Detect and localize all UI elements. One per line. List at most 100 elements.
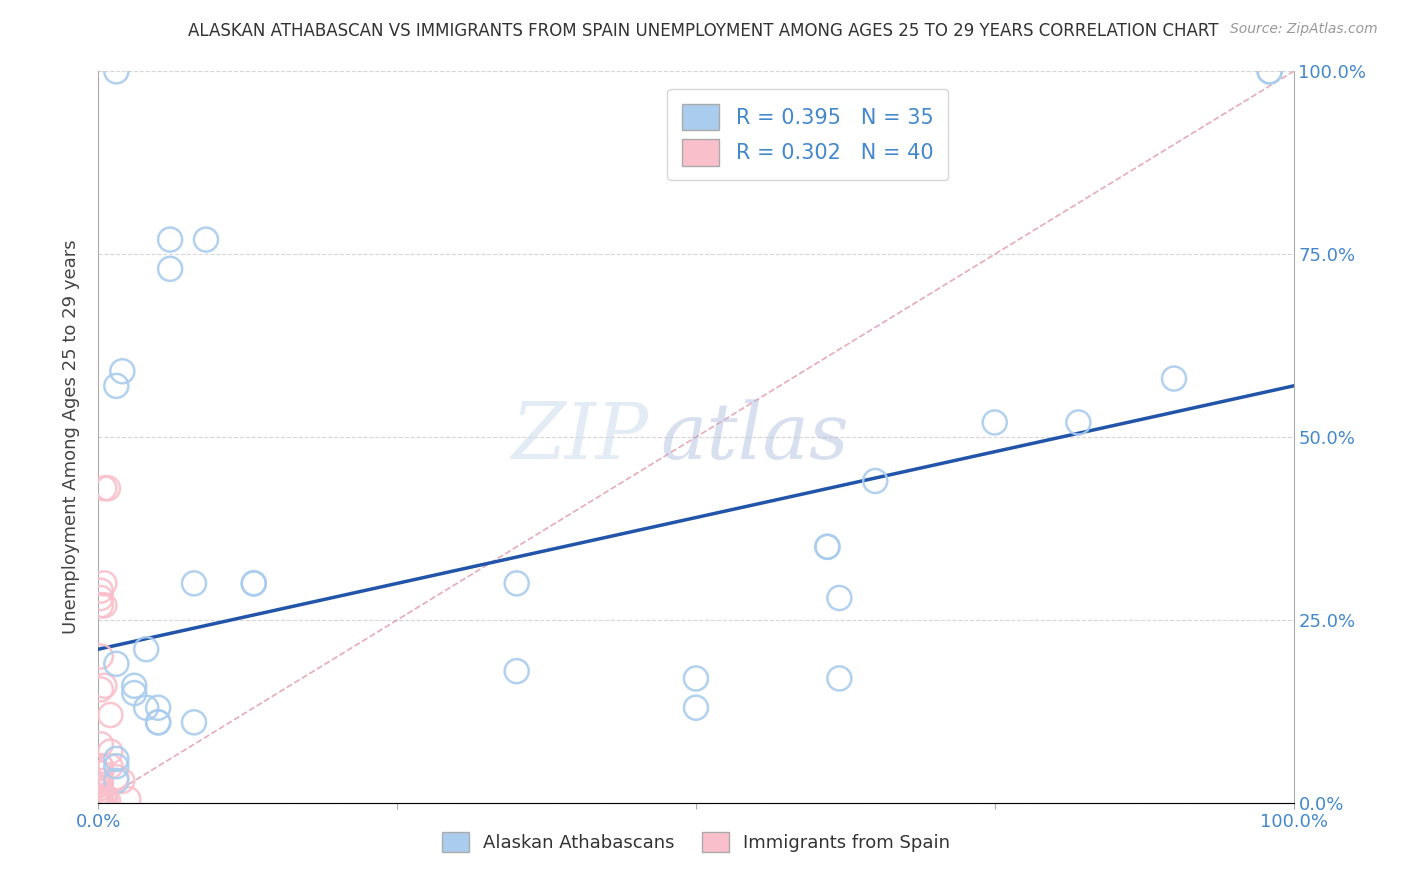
Point (89, 795, 111, 809)
Point (1258, 64, 1281, 78)
Point (506, 664, 529, 678)
Point (90, 778, 112, 792)
Point (87, 794, 110, 808)
Point (90, 795, 112, 809)
Point (93, 599, 115, 613)
Point (91, 790, 114, 805)
Point (90, 793, 112, 807)
Point (87, 795, 110, 809)
Point (865, 474, 887, 488)
Point (91, 795, 114, 809)
Point (100, 795, 122, 809)
Point (90, 789, 112, 804)
Point (90, 583, 112, 598)
Point (148, 700, 170, 714)
Point (87, 791, 110, 805)
Point (90, 682, 112, 697)
Point (105, 379, 128, 393)
Point (105, 657, 128, 671)
Text: atlas: atlas (661, 399, 849, 475)
Point (984, 416, 1007, 430)
Point (97, 481, 120, 495)
Point (1067, 416, 1090, 430)
Point (90, 599, 112, 613)
Point (90, 789, 112, 804)
Point (87, 795, 110, 809)
Point (89, 792, 111, 806)
Point (87, 794, 110, 808)
Point (98, 708, 122, 723)
Point (93, 679, 115, 693)
Point (100, 795, 122, 809)
Point (96, 791, 118, 805)
Text: Source: ZipAtlas.com: Source: ZipAtlas.com (1230, 22, 1378, 37)
Point (105, 759, 128, 773)
Point (89, 796, 111, 810)
Point (90, 792, 112, 806)
Point (506, 576, 529, 591)
Point (117, 792, 139, 806)
Point (90, 793, 112, 807)
Point (90, 773, 112, 788)
Point (828, 591, 851, 605)
Point (90, 591, 112, 605)
Point (89, 790, 111, 805)
Point (90, 794, 112, 808)
Point (93, 576, 115, 591)
Point (148, 715, 170, 730)
Point (105, 64, 128, 78)
Point (90, 759, 112, 773)
Point (90, 795, 112, 809)
Point (685, 672, 707, 686)
Point (90, 794, 112, 808)
Point (90, 796, 112, 810)
Point (105, 773, 128, 788)
Point (96, 794, 118, 808)
Point (90, 785, 112, 799)
Point (815, 540, 838, 554)
Point (90, 781, 112, 796)
Point (90, 759, 112, 773)
Point (87, 793, 110, 807)
Point (90, 794, 112, 808)
Point (135, 700, 157, 714)
Point (91, 796, 114, 810)
Point (685, 700, 707, 714)
Point (90, 789, 112, 804)
Point (87, 792, 110, 806)
Point (90, 789, 112, 803)
Point (87, 793, 110, 807)
Point (90, 795, 112, 809)
Point (91, 783, 114, 797)
Point (89, 789, 111, 803)
Point (90, 795, 112, 809)
Point (90, 649, 112, 664)
Point (105, 770, 128, 784)
Point (90, 796, 112, 810)
Point (243, 576, 266, 591)
Point (159, 233, 181, 247)
Point (98, 759, 122, 773)
Point (90, 795, 112, 809)
Legend: Alaskan Athabascans, Immigrants from Spain: Alaskan Athabascans, Immigrants from Spa… (434, 824, 957, 860)
Point (87, 791, 110, 805)
Point (87, 789, 110, 804)
Point (98, 795, 121, 809)
Point (90, 791, 112, 805)
Point (98, 793, 121, 807)
Point (89, 794, 111, 808)
Point (90, 781, 112, 796)
Point (90, 766, 112, 780)
Point (111, 364, 134, 378)
Point (90, 737, 112, 751)
Point (159, 261, 181, 276)
Point (90, 791, 112, 805)
Point (90, 793, 112, 807)
Point (90, 794, 112, 808)
Point (828, 672, 851, 686)
Point (97, 788, 120, 802)
Point (124, 679, 146, 693)
Point (243, 576, 266, 591)
Point (87, 796, 110, 810)
Point (135, 642, 157, 657)
